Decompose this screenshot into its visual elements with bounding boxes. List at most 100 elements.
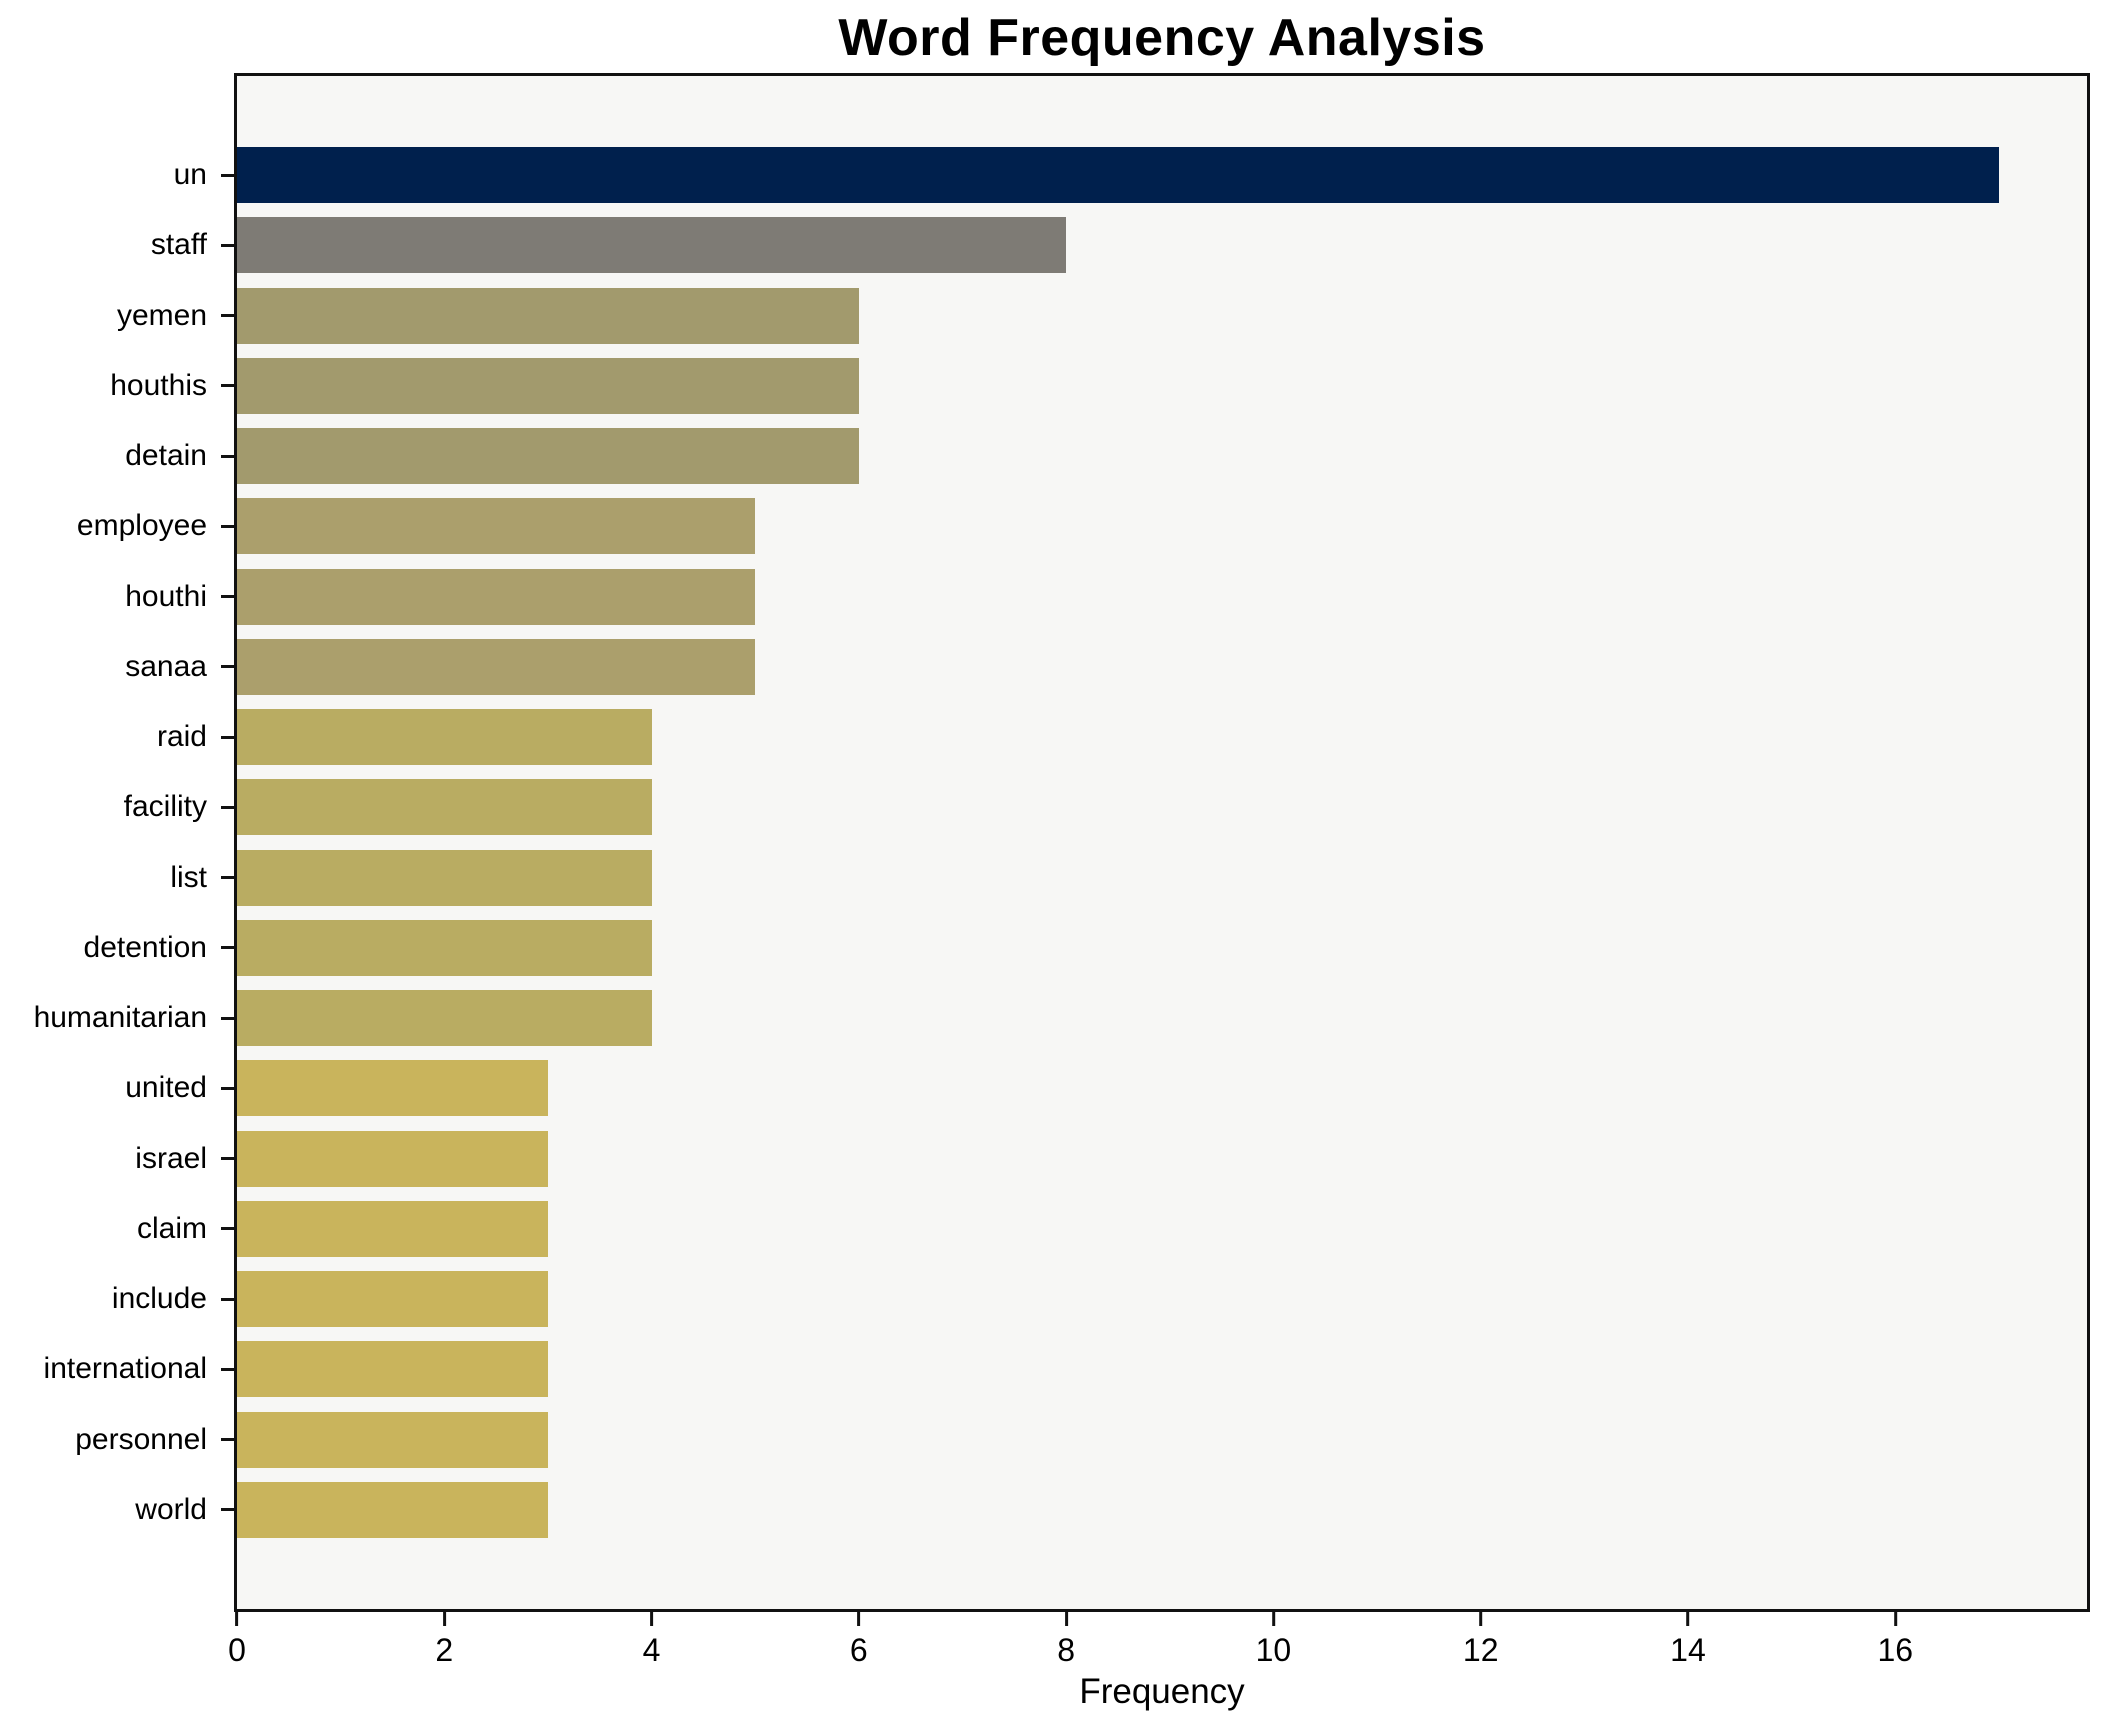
x-tick-10: 10 [1255, 1609, 1292, 1668]
bar-row-yemen: yemen [117, 281, 2087, 351]
y-tick-label-sanaa: sanaa [125, 649, 207, 683]
x-tick-mark [1479, 1612, 1483, 1626]
bar-row-houthi: houthi [125, 562, 2087, 632]
y-tick-label-include: include [111, 1282, 207, 1316]
x-tick-4: 4 [642, 1609, 661, 1668]
bar-row-employee: employee [77, 491, 2087, 561]
bar-list [237, 849, 652, 906]
y-tick-mark [221, 454, 234, 458]
x-tick-12: 12 [1462, 1609, 1499, 1668]
x-tick-label: 10 [1255, 1632, 1292, 1668]
bar-row-facility: facility [124, 772, 2087, 842]
bar-row-detention: detention [84, 913, 2087, 983]
x-tick-label: 0 [228, 1632, 246, 1668]
bar-houthis [237, 357, 859, 414]
x-tick-label: 8 [1057, 1632, 1076, 1668]
bar-row-claim: claim [137, 1194, 2087, 1264]
x-tick-mark [1064, 1612, 1068, 1626]
y-tick-mark [221, 946, 234, 950]
x-tick-6: 6 [850, 1609, 868, 1666]
y-tick-mark [221, 735, 234, 739]
bar-sanaa [237, 638, 756, 695]
x-tick-label: 2 [435, 1632, 454, 1668]
y-tick-mark [221, 173, 234, 177]
y-tick-label-houthi: houthi [125, 579, 207, 613]
x-tick-0: 0 [228, 1609, 246, 1666]
y-tick-label-list: list [170, 860, 207, 894]
y-tick-mark [221, 1367, 234, 1371]
y-tick-mark [221, 1508, 234, 1512]
x-tick-16: 16 [1877, 1609, 1913, 1666]
y-tick-label-detain: detain [125, 439, 207, 473]
bar-humanitarian [237, 990, 652, 1047]
bar-houthi [237, 568, 756, 625]
y-tick-label-staff: staff [150, 228, 207, 262]
bar-international [237, 1341, 548, 1398]
x-tick-mark [1271, 1612, 1275, 1626]
y-tick-mark [221, 384, 234, 388]
y-tick-mark [221, 1227, 234, 1231]
bar-raid [237, 709, 652, 766]
bar-row-un: un [174, 140, 2087, 210]
chart-title: Word Frequency Analysis [838, 9, 1486, 67]
x-tick-mark [857, 1612, 861, 1626]
y-tick-mark [221, 1157, 234, 1161]
y-tick-label-humanitarian: humanitarian [33, 1001, 207, 1035]
y-tick-mark [221, 1438, 234, 1442]
bar-world [237, 1481, 548, 1538]
y-tick-label-un: un [173, 158, 207, 192]
x-axis-ticks: 0 2 4 6 8 10 12 14 16 [228, 1609, 2087, 1689]
y-tick-mark [221, 1297, 234, 1301]
y-tick-label-detention: detention [83, 930, 207, 964]
bar-facility [237, 779, 652, 836]
bar-include [237, 1271, 548, 1328]
bar-yemen [237, 287, 859, 344]
x-tick-8: 8 [1057, 1609, 1075, 1666]
x-tick-label: 12 [1462, 1632, 1499, 1668]
y-tick-mark [221, 314, 234, 318]
x-tick-mark [1686, 1612, 1690, 1626]
bars-container: un staff yemen houthis detain employee houthi s… [34, 76, 2087, 1609]
bar-personnel [237, 1411, 548, 1468]
x-axis-label: Frequency [1079, 1672, 1245, 1711]
x-tick-14: 14 [1670, 1609, 1706, 1666]
bar-row-raid: raid [157, 702, 2087, 772]
bar-row-humanitarian: humanitarian [34, 983, 2087, 1053]
y-tick-mark [221, 665, 234, 669]
y-tick-mark [221, 1016, 234, 1020]
y-tick-label-world: world [135, 1492, 207, 1526]
y-tick-label-facility: facility [123, 790, 207, 824]
bar-row-include: include [112, 1264, 2087, 1334]
x-tick-mark [442, 1612, 446, 1626]
bar-row-houthis: houthis [110, 351, 2087, 421]
y-tick-label-houthis: houthis [110, 368, 207, 402]
x-tick-label: 6 [849, 1632, 868, 1668]
x-tick-mark [650, 1612, 654, 1626]
x-tick-label: 4 [642, 1632, 661, 1668]
y-tick-label-israel: israel [135, 1141, 207, 1175]
y-tick-mark [221, 876, 234, 880]
bar-un [237, 147, 1999, 204]
bar-israel [237, 1130, 548, 1187]
y-tick-mark [221, 805, 234, 809]
bar-detain [237, 428, 859, 485]
y-tick-label-employee: employee [76, 509, 207, 543]
y-tick-mark [221, 243, 234, 247]
bar-detention [237, 919, 652, 976]
bar-row-staff: staff [151, 210, 2087, 280]
bar-row-detain: detain [125, 421, 2087, 491]
bar-employee [237, 498, 756, 555]
plot-area: un staff yemen houthis detain employee houthi s… [34, 73, 2090, 1666]
bar-row-sanaa: sanaa [125, 632, 2087, 702]
bar-claim [237, 1200, 548, 1257]
x-tick-mark [235, 1612, 239, 1626]
bar-row-international: international [44, 1334, 2087, 1404]
x-tick-mark [1893, 1612, 1897, 1626]
bar-row-united: united [125, 1053, 2087, 1123]
bar-staff [237, 217, 1067, 274]
bar-row-israel: israel [135, 1124, 2087, 1194]
x-tick-label: 14 [1670, 1632, 1706, 1668]
y-tick-label-yemen: yemen [116, 298, 207, 332]
y-tick-mark [221, 524, 234, 528]
